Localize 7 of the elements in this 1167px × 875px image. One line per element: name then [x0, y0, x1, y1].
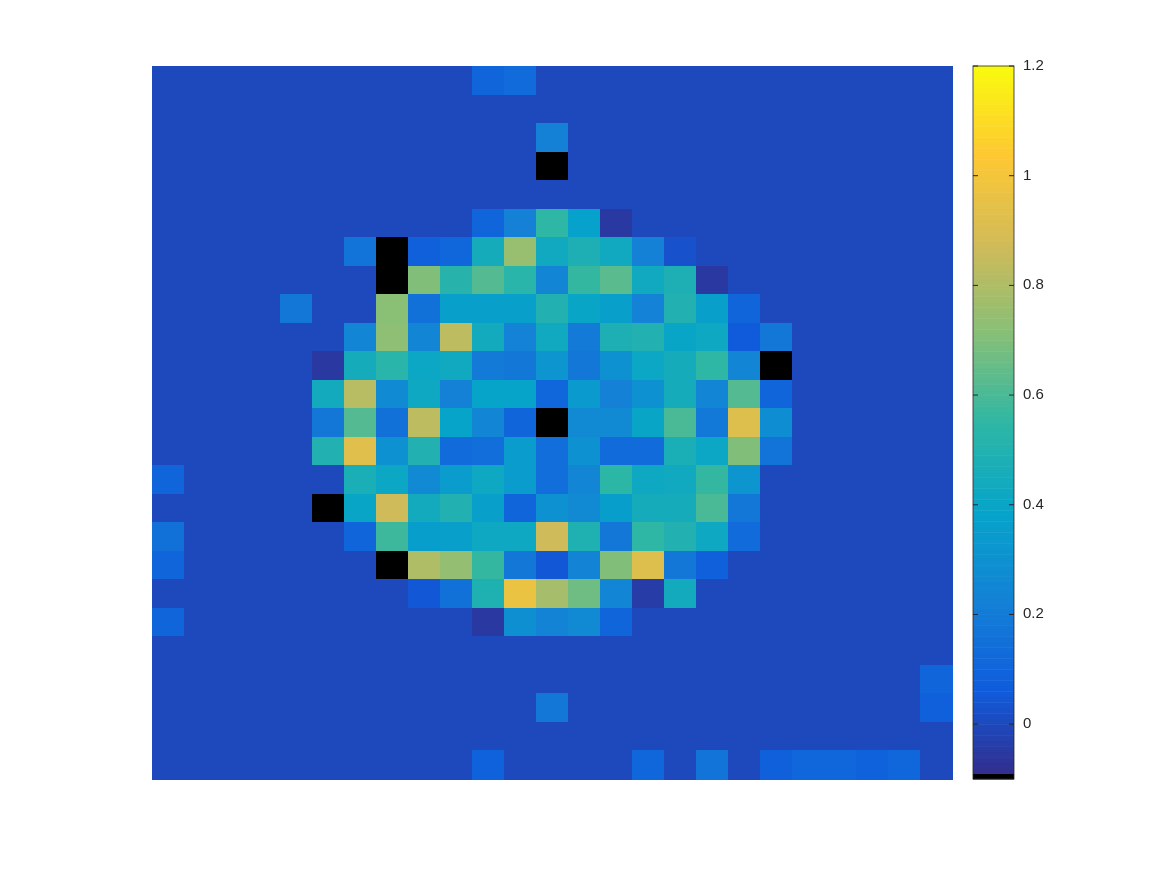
color-bar-label: 0.8: [1023, 275, 1044, 293]
color-bar-label: 0: [1023, 714, 1032, 732]
color-bar-label: 1.2: [1023, 55, 1044, 73]
color-bar-label: 0.4: [1023, 494, 1044, 512]
color-bar-label: 0.6: [1023, 385, 1044, 403]
color-bar-label: 0.2: [1023, 604, 1044, 622]
color-bar-label: 1: [1023, 165, 1032, 183]
